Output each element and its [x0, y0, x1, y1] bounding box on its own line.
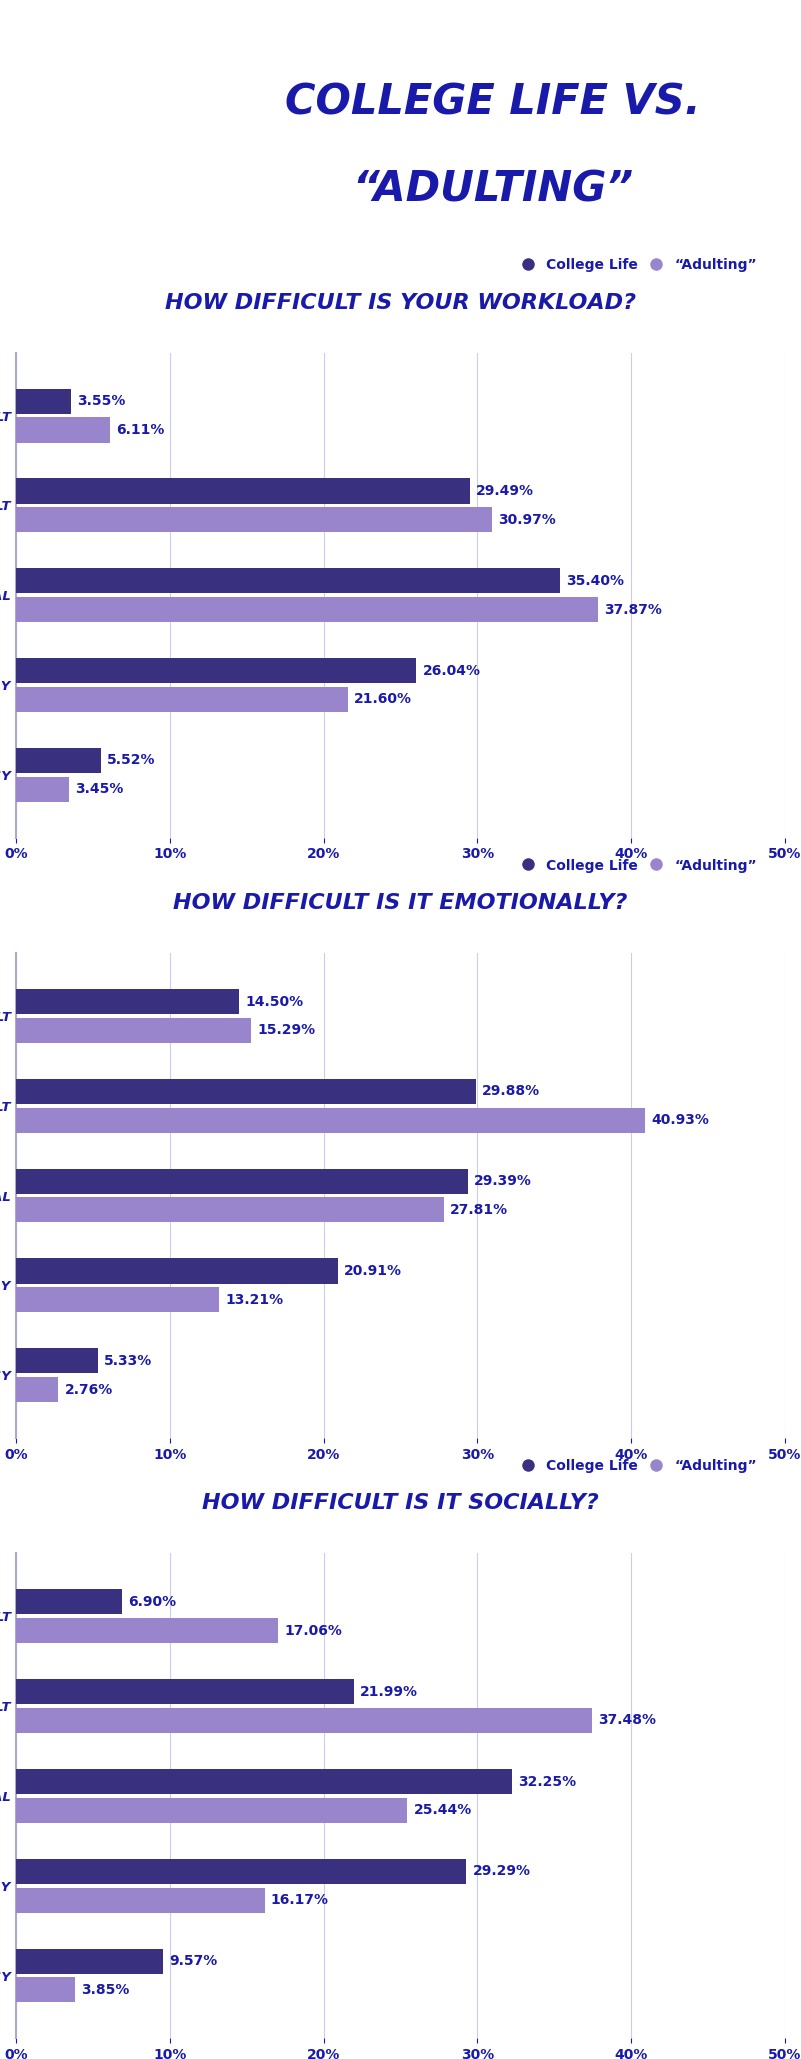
Text: 5.33%: 5.33% — [104, 1355, 152, 1367]
Legend: College Life, “Adulting”: College Life, “Adulting” — [516, 253, 763, 278]
Bar — [16, 776, 69, 801]
Text: 30.97%: 30.97% — [498, 513, 556, 527]
Bar — [16, 418, 110, 443]
Text: 3.45%: 3.45% — [75, 782, 123, 797]
Legend: College Life, “Adulting”: College Life, “Adulting” — [516, 852, 763, 879]
Text: 13.21%: 13.21% — [225, 1293, 284, 1307]
Bar — [16, 1859, 466, 1884]
Bar — [16, 597, 598, 622]
Text: 2.76%: 2.76% — [65, 1382, 113, 1396]
Bar — [16, 1707, 593, 1734]
Text: HOW DIFFICULT IS IT SOCIALLY?: HOW DIFFICULT IS IT SOCIALLY? — [202, 1493, 599, 1513]
Bar — [16, 478, 469, 504]
Text: 29.29%: 29.29% — [473, 1863, 530, 1878]
Bar — [16, 988, 239, 1015]
Text: 35.40%: 35.40% — [566, 574, 625, 587]
Text: 14.50%: 14.50% — [245, 994, 304, 1009]
Text: HOW DIFFICULT IS YOUR WORKLOAD?: HOW DIFFICULT IS YOUR WORKLOAD? — [165, 292, 636, 313]
Text: 32.25%: 32.25% — [518, 1775, 576, 1789]
Text: HOW DIFFICULT IS IT EMOTIONALLY?: HOW DIFFICULT IS IT EMOTIONALLY? — [173, 894, 628, 912]
Bar — [16, 688, 348, 712]
Text: 26.04%: 26.04% — [423, 663, 481, 677]
Text: 21.99%: 21.99% — [360, 1684, 418, 1699]
Bar — [16, 1349, 98, 1373]
Text: 17.06%: 17.06% — [284, 1625, 342, 1637]
Text: 27.81%: 27.81% — [450, 1202, 508, 1217]
Text: 37.87%: 37.87% — [605, 603, 662, 616]
Bar — [16, 1618, 279, 1643]
Bar — [16, 1108, 646, 1132]
Text: 29.39%: 29.39% — [474, 1174, 532, 1188]
Text: 29.88%: 29.88% — [481, 1085, 540, 1097]
Text: 21.60%: 21.60% — [354, 692, 413, 706]
Bar — [16, 1948, 163, 1975]
Text: 6.11%: 6.11% — [116, 422, 164, 437]
Bar — [16, 1258, 337, 1283]
Bar — [16, 1977, 75, 2003]
Bar — [16, 747, 101, 772]
Text: 9.57%: 9.57% — [169, 1954, 218, 1968]
Text: 29.49%: 29.49% — [476, 484, 533, 498]
Bar — [16, 1287, 219, 1312]
Text: 3.55%: 3.55% — [77, 393, 125, 408]
Legend: College Life, “Adulting”: College Life, “Adulting” — [516, 1454, 763, 1478]
Bar — [16, 1798, 407, 1822]
Text: 20.91%: 20.91% — [344, 1264, 402, 1279]
Text: 16.17%: 16.17% — [271, 1892, 329, 1907]
Text: 6.90%: 6.90% — [128, 1596, 176, 1608]
Bar — [16, 1017, 252, 1042]
Bar — [16, 1079, 476, 1104]
Bar — [16, 1377, 58, 1402]
Bar — [16, 1769, 512, 1793]
Bar — [16, 1888, 264, 1913]
Text: 25.44%: 25.44% — [413, 1804, 472, 1818]
Bar — [16, 1170, 468, 1194]
Text: “ADULTING”: “ADULTING” — [352, 169, 634, 210]
Bar — [16, 507, 493, 533]
Text: COLLEGE LIFE VS.: COLLEGE LIFE VS. — [285, 82, 701, 124]
Text: 37.48%: 37.48% — [598, 1713, 657, 1728]
Text: 3.85%: 3.85% — [82, 1983, 130, 1997]
Bar — [16, 389, 70, 414]
Bar — [16, 568, 561, 593]
Bar — [16, 1198, 444, 1223]
Bar — [16, 659, 417, 684]
Bar — [16, 1590, 122, 1614]
Bar — [16, 1680, 354, 1705]
Text: 5.52%: 5.52% — [107, 754, 155, 768]
Text: 40.93%: 40.93% — [652, 1114, 710, 1126]
Text: 15.29%: 15.29% — [257, 1023, 316, 1038]
